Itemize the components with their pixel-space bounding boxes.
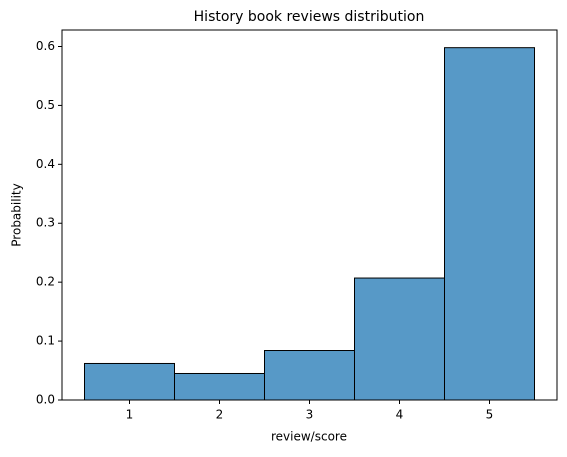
y-tick-label: 0.2 <box>36 275 55 289</box>
x-tick-label: 5 <box>486 408 494 422</box>
y-tick-label: 0.3 <box>36 216 55 230</box>
x-tick-label: 3 <box>306 408 314 422</box>
bar <box>84 362 175 401</box>
bar <box>264 350 355 401</box>
y-tick-label: 0.6 <box>36 39 55 53</box>
x-tick-label: 2 <box>216 408 224 422</box>
y-tick-label: 0.0 <box>36 393 55 407</box>
y-tick-label: 0.4 <box>36 157 55 171</box>
bar <box>354 277 445 401</box>
x-axis-label: review/score <box>271 430 347 444</box>
x-tick-label: 1 <box>126 408 134 422</box>
y-axis-label: Probability <box>10 183 24 246</box>
bar <box>444 47 535 401</box>
bar <box>174 372 265 401</box>
y-tick-label: 0.1 <box>36 334 55 348</box>
plot-frame <box>61 29 558 401</box>
x-tick-label: 4 <box>396 408 404 422</box>
y-tick-label: 0.5 <box>36 98 55 112</box>
chart-title: History book reviews distribution <box>194 9 425 25</box>
